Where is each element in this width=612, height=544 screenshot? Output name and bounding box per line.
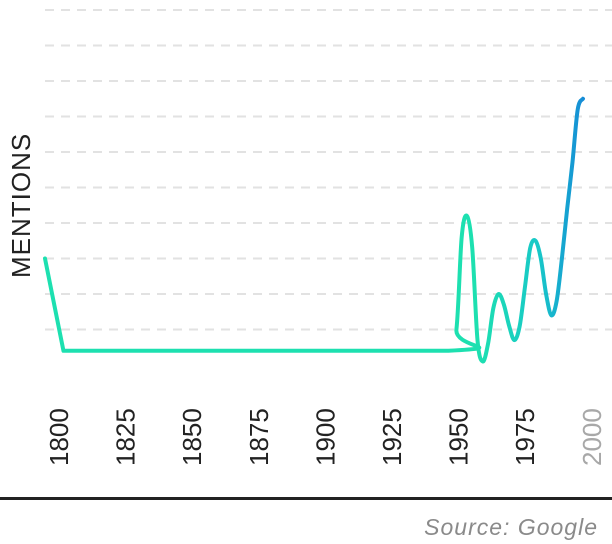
x-tick-label: 1825	[111, 408, 141, 466]
x-tick-label: 2000	[577, 408, 607, 466]
y-axis-label: MENTIONS	[6, 133, 36, 278]
x-tick-label: 1950	[444, 408, 474, 466]
x-tick-label: 1875	[244, 408, 274, 466]
x-tick-label: 1975	[510, 408, 540, 466]
x-tick-label: 1800	[44, 408, 74, 466]
series-group	[43, 96, 585, 364]
x-tick-label: 1925	[377, 408, 407, 466]
x-tick-labels: 1800 1825 1850 1875 1900 1925 1950 1975 2000	[44, 408, 607, 466]
x-tick-label: 1900	[310, 408, 340, 466]
bottom-rule	[0, 497, 612, 500]
source-note: Source: Google	[424, 514, 598, 540]
x-tick-label: 1850	[177, 408, 207, 466]
series-line	[43, 96, 585, 364]
